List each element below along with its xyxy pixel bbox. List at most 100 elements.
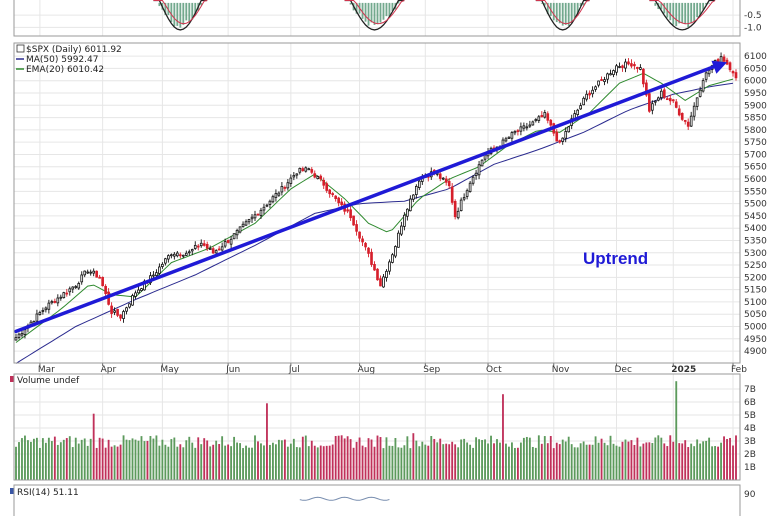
volume-bar [286, 446, 289, 480]
candle-body [716, 59, 720, 62]
volume-bar [469, 444, 472, 480]
candle-body [340, 201, 343, 206]
volume-bar [588, 444, 591, 480]
volume-bar [313, 445, 316, 480]
volume-bar [367, 438, 370, 480]
candle-body [630, 63, 633, 67]
macd-histogram-bar [185, 2, 188, 21]
candle-body [59, 296, 63, 299]
candle-body [164, 258, 167, 264]
volume-bar [415, 440, 418, 480]
volume-bar [594, 436, 597, 480]
candle-body [734, 72, 738, 79]
price-tick-label: 5950 [744, 89, 767, 99]
candle-body [707, 69, 711, 75]
volume-bar [200, 444, 203, 480]
macd-histogram-bar [367, 2, 370, 26]
volume-bar [86, 445, 89, 480]
volume-bar [576, 447, 579, 480]
volume-bar [254, 435, 256, 480]
x-tick-label: Jul [288, 365, 300, 375]
candle-body [654, 100, 657, 103]
candle-body [170, 254, 173, 257]
candle-body [659, 90, 663, 98]
macd-histogram-bar [164, 2, 167, 15]
volume-bar [502, 394, 504, 480]
volume-bar [648, 442, 651, 480]
macd-histogram-bar [675, 2, 678, 27]
candle-body [167, 255, 170, 260]
rsi-legend-swatch [10, 488, 14, 494]
volume-bar [188, 436, 191, 480]
volume-bar [131, 438, 134, 480]
macd-histogram-bar [672, 2, 675, 25]
rsi-line [299, 496, 390, 501]
price-tick-label: 5550 [744, 187, 767, 197]
price-tick-label: 5650 [744, 163, 767, 173]
macd-histogram-bar [558, 2, 561, 24]
volume-bar [298, 447, 301, 480]
candle-body [528, 124, 532, 127]
volume-panel: 7B 6B 5B 4B 3B 2B 1B Volume undef [10, 373, 756, 481]
volume-bar [283, 439, 286, 480]
volume-bar [122, 435, 125, 480]
macd-histogram-bar [561, 2, 564, 26]
candle-body [701, 80, 705, 92]
macd-histogram-bar [678, 2, 681, 24]
ma50-line [15, 82, 734, 364]
candle-body [480, 159, 484, 167]
volume-bar [403, 445, 406, 480]
volume-bar [316, 447, 319, 480]
price-tick-label: 5450 [744, 212, 767, 222]
macd-histogram-bar [579, 2, 582, 6]
volume-bar [319, 445, 322, 480]
candle-body [615, 65, 618, 73]
volume-bar [463, 438, 466, 480]
volume-bar [352, 447, 355, 480]
candle-body [98, 276, 101, 279]
volume-bar [307, 446, 310, 480]
volume-bar [597, 442, 600, 480]
candle-body [80, 274, 84, 283]
volume-bar [660, 437, 663, 480]
candle-body [683, 120, 687, 122]
candle-body [504, 138, 508, 142]
candle-body [232, 233, 236, 240]
candle-body [606, 73, 609, 80]
volume-bar [445, 443, 448, 480]
volume-bar [573, 447, 576, 480]
candle-body [71, 286, 75, 290]
candle-body [298, 167, 302, 173]
candle-body [181, 254, 185, 257]
candle-body [331, 193, 335, 196]
volume-bar [708, 437, 711, 480]
volume-bar [110, 446, 113, 480]
candle-body [128, 303, 131, 308]
candle-body [438, 173, 442, 179]
volume-bar [537, 435, 540, 480]
volume-bar [89, 438, 92, 480]
price-tick-label: 4900 [744, 347, 767, 357]
volume-bar [173, 437, 176, 480]
candle-body [567, 126, 571, 133]
candle-body [576, 109, 579, 115]
volume-bar [269, 444, 271, 480]
volume-bar [364, 447, 367, 480]
volume-bar [373, 446, 376, 480]
candle-body [728, 62, 732, 71]
volume-bar [564, 441, 567, 480]
macd-histogram-bar [576, 2, 579, 16]
volume-bar [735, 435, 737, 480]
volume-bar [280, 440, 283, 480]
volume-bar [496, 439, 498, 480]
macd-histogram-bar [158, 2, 161, 7]
candle-body [101, 276, 104, 287]
candle-body [585, 93, 588, 100]
candle-body [618, 66, 621, 68]
candle-body [247, 219, 251, 223]
volume-bar [603, 442, 606, 480]
candle-body [193, 244, 197, 249]
candle-body [406, 208, 409, 217]
candle-body [268, 200, 272, 205]
volume-bar [197, 437, 200, 480]
